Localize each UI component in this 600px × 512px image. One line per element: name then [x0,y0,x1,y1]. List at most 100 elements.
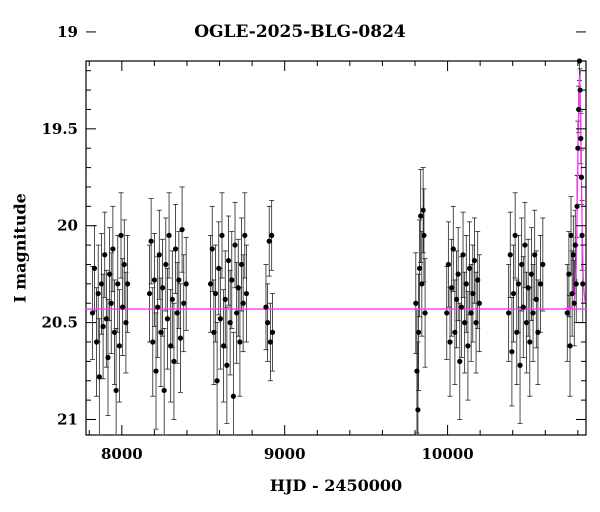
data-point [576,106,582,113]
data-point [267,339,273,345]
errorbar-group [90,60,586,436]
data-point [450,246,456,252]
data-point [113,387,119,394]
data-point [222,296,228,302]
data-point [567,343,573,349]
data-point [242,232,248,239]
data-point [522,242,528,248]
data-point [216,265,222,271]
data-point [123,320,129,326]
data-point [517,362,523,368]
data-point [179,226,185,233]
data-point [468,310,474,316]
data-point [164,316,171,322]
data-point [455,271,461,277]
data-point [462,320,468,326]
data-point [413,300,419,306]
y-tick-label: 19.5 [41,120,78,138]
x-axis-label: HJD - 2450000 [269,476,403,495]
data-point [93,339,100,345]
data-point [535,329,541,335]
data-point [566,271,572,277]
data-point [105,354,111,361]
data-point-group [89,58,586,413]
y-tick-label: 21 [57,410,78,428]
data-point [444,310,450,316]
data-point [95,290,101,297]
data-point [176,277,182,283]
data-point [457,358,463,364]
data-point [528,271,535,277]
data-point [452,329,458,335]
data-point [159,285,166,291]
data-point [102,252,108,258]
data-point [269,232,275,239]
data-point [525,285,531,291]
data-point [230,393,236,399]
data-point [515,281,522,287]
data-point [103,316,109,322]
data-point [420,207,426,213]
y-tick-label: 20 [57,217,78,235]
data-point [470,290,476,297]
data-point [463,281,469,287]
data-point [161,387,167,394]
data-point [264,320,271,326]
data-point [447,339,453,345]
data-point [124,281,131,287]
data-point [121,261,127,268]
data-point [419,281,425,287]
data-point [564,310,570,316]
data-point [110,246,116,252]
data-point [263,304,269,310]
data-point [418,213,424,219]
data-point [520,304,526,310]
data-point [415,407,421,413]
data-point [150,339,156,345]
plot-frame [85,60,587,436]
data-point [266,238,272,244]
data-point [181,300,187,306]
data-point [530,310,536,316]
data-point [146,290,153,297]
data-point [571,300,577,306]
data-point [169,296,175,302]
data-point [240,300,246,306]
data-point [107,271,113,277]
data-point [416,265,423,271]
data-point [177,335,184,341]
data-point [421,232,427,239]
data-point [465,343,471,349]
data-point [570,252,576,258]
data-point [225,257,232,264]
data-point [579,232,585,239]
data-point [578,135,584,142]
data-point [243,290,250,297]
data-point [238,261,245,268]
model-line-group [86,74,586,310]
data-point [219,232,225,239]
data-point [163,261,169,268]
data-point [527,339,533,345]
data-point [569,290,575,297]
data-point [574,203,580,209]
data-point [227,320,233,326]
data-point [151,277,158,283]
data-point [96,374,102,380]
data-point [172,246,179,252]
data-point [148,238,154,244]
data-point [221,343,227,349]
data-point [156,252,162,258]
data-point [572,242,578,248]
tick-group: 8000 9000 10000 19 19.5 20 20.5 21 [41,23,586,463]
data-point [532,252,538,258]
data-point [507,252,513,258]
data-point [414,368,420,374]
data-point [207,281,214,287]
data-point [234,310,240,316]
data-point [415,329,422,335]
data-point [235,285,241,291]
data-point [211,329,217,335]
data-point [120,304,126,310]
